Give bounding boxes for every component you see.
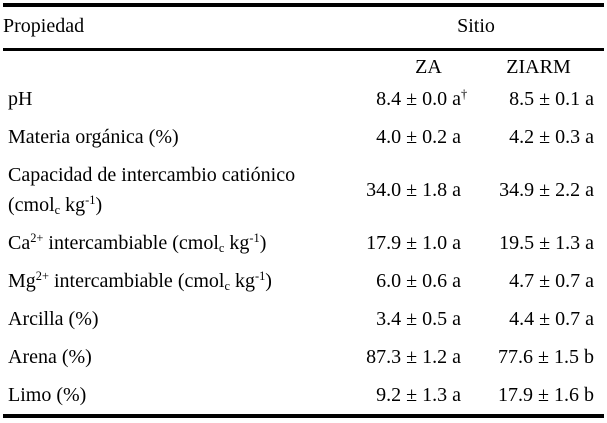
table-row: Mg2+ intercambiable (cmolc kg-1) 6.0 ± 0.…	[3, 262, 604, 300]
table-row: pH 8.4 ± 0.0 a† 8.5 ± 0.1 a	[3, 80, 604, 118]
header-row: Propiedad Sitio	[3, 5, 605, 51]
property-cell: Mg2+ intercambiable (cmolc kg-1)	[8, 269, 272, 294]
za-value-cell: 8.4 ± 0.0 a†	[376, 86, 468, 110]
table-row: Capacidad de intercambio catiónico (cmolc…	[3, 156, 604, 224]
za-value-cell: 87.3 ± 1.2 a	[366, 345, 461, 368]
ziarm-value-cell: 34.9 ± 2.2 a	[499, 178, 595, 201]
ziarm-value-cell: 17.9 ± 1.6 b	[498, 383, 595, 406]
za-value-cell: 17.9 ± 1.0 a	[366, 231, 461, 254]
ziarm-value-cell: 77.6 ± 1.5 b	[498, 345, 595, 368]
table-row: Limo (%) 9.2 ± 1.3 a 17.9 ± 1.6 b	[3, 376, 604, 416]
za-value-cell: 9.2 ± 1.3 a	[376, 383, 461, 406]
table-row: Arcilla (%) 3.4 ± 0.5 a 4.4 ± 0.7 a	[3, 300, 604, 338]
property-cell: Materia orgánica (%)	[8, 126, 179, 148]
ziarm-value-cell: 19.5 ± 1.3 a	[499, 231, 595, 254]
table-row: Ca2+ intercambiable (cmolc kg-1) 17.9 ± 1…	[3, 224, 604, 262]
table-header: Propiedad Sitio ZA ZIARM	[3, 5, 605, 81]
column-group-header-sitio: Sitio	[348, 5, 605, 51]
property-cell: pH	[8, 88, 33, 110]
ziarm-value-cell: 4.2 ± 0.3 a	[509, 125, 595, 148]
property-cell: Capacidad de intercambio catiónico (cmolc…	[8, 164, 296, 218]
subheader-row: ZA ZIARM	[3, 50, 604, 81]
soil-properties-table: Propiedad Sitio ZA ZIARM pH 8.4 ± 0.0 a† 8…	[3, 3, 605, 418]
property-cell: Limo (%)	[8, 384, 87, 406]
property-cell: Arena (%)	[8, 346, 92, 368]
property-cell: Arcilla (%)	[8, 308, 99, 330]
empty-header-cell	[3, 50, 348, 81]
table-row: Arena (%) 87.3 ± 1.2 a 77.6 ± 1.5 b	[3, 338, 604, 376]
za-value-cell: 34.0 ± 1.8 a	[366, 178, 461, 201]
column-header-ziarm: ZIARM	[506, 56, 571, 78]
ziarm-value-cell: 8.5 ± 0.1 a	[509, 87, 595, 110]
ziarm-value-cell: 4.4 ± 0.7 a	[509, 307, 595, 330]
table-row: Materia orgánica (%) 4.0 ± 0.2 a 4.2 ± 0.3…	[3, 118, 604, 156]
soil-table-page: Propiedad Sitio ZA ZIARM pH 8.4 ± 0.0 a† 8…	[0, 3, 607, 423]
ziarm-value-cell: 4.7 ± 0.7 a	[509, 269, 595, 292]
property-cell: Ca2+ intercambiable (cmolc kg-1)	[8, 231, 267, 256]
column-header-za: ZA	[415, 56, 442, 78]
table-body: pH 8.4 ± 0.0 a† 8.5 ± 0.1 a Materia orgánic…	[3, 80, 604, 416]
za-value-cell: 6.0 ± 0.6 a	[376, 269, 461, 292]
za-value-cell: 3.4 ± 0.5 a	[376, 307, 461, 330]
column-header-propiedad: Propiedad	[3, 5, 348, 51]
za-value-cell: 4.0 ± 0.2 a	[376, 125, 461, 148]
